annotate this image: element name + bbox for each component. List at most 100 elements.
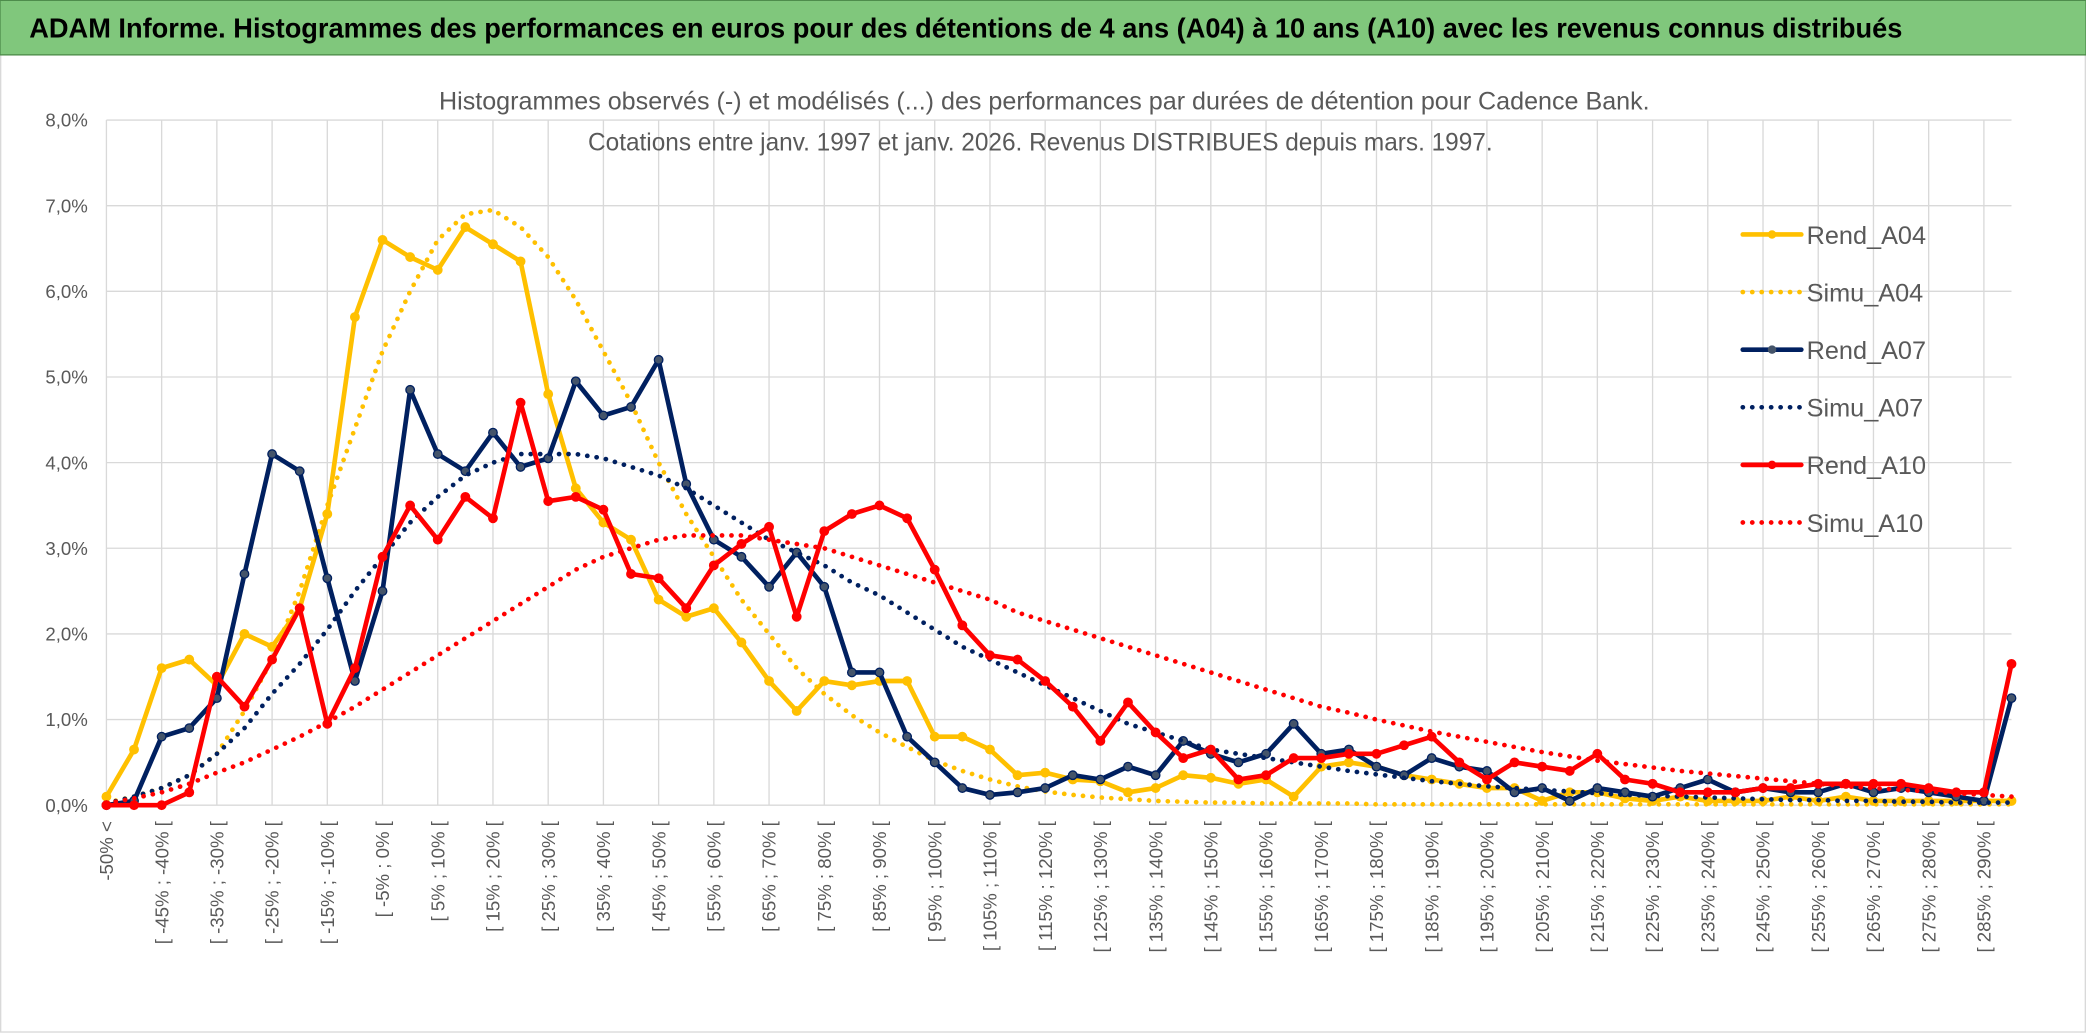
point <box>2006 693 2017 704</box>
point <box>1205 744 1216 755</box>
point <box>1592 783 1603 793</box>
point <box>985 650 995 661</box>
point <box>460 491 471 502</box>
point <box>1261 770 1271 781</box>
point <box>1150 783 1161 793</box>
x-tick-label: [ 15% ; 20% [ <box>483 820 504 932</box>
point <box>1205 772 1216 783</box>
point <box>957 731 968 742</box>
point <box>1592 748 1603 759</box>
legend-marker <box>1767 460 1777 470</box>
point <box>1758 783 1768 793</box>
x-tick-label: [ 165% ; 170% [ <box>1311 820 1332 952</box>
point <box>1123 787 1133 798</box>
x-tick-label: [ 45% ; 50% [ <box>648 820 669 932</box>
point <box>1481 766 1492 776</box>
point <box>129 744 139 755</box>
point <box>626 569 636 579</box>
point <box>377 235 388 245</box>
point <box>488 239 498 250</box>
legend-label: Simu_A04 <box>1807 279 1924 307</box>
legend-marker <box>1767 345 1777 354</box>
y-tick-label: 3,0% <box>45 538 87 559</box>
point <box>377 551 388 562</box>
x-tick-label: [ 205% ; 210% [ <box>1532 820 1553 952</box>
header-bar <box>0 0 2086 56</box>
point <box>598 504 609 515</box>
series-line <box>104 400 2014 808</box>
x-tick-label: [ 225% ; 230% [ <box>1642 820 1663 952</box>
point <box>626 534 636 545</box>
point <box>985 744 995 755</box>
x-tick-label: [ 5% ; 10% [ <box>427 820 448 921</box>
point <box>129 800 139 811</box>
point <box>488 427 498 438</box>
point <box>294 603 305 614</box>
point <box>1647 778 1658 789</box>
point <box>985 789 995 800</box>
point <box>598 410 609 421</box>
point <box>156 800 167 811</box>
point <box>1813 787 1824 798</box>
legend-label: Simu_A07 <box>1807 395 1924 423</box>
x-tick-label: [ 245% ; 250% [ <box>1753 820 1774 952</box>
point <box>1509 757 1520 768</box>
point <box>1343 757 1354 768</box>
point <box>846 667 857 678</box>
y-tick-label: 1,0% <box>45 709 87 730</box>
point <box>515 461 526 472</box>
point <box>1095 736 1106 746</box>
point <box>791 611 802 622</box>
x-tick-label: [ 175% ; 180% [ <box>1366 820 1387 952</box>
y-tick-label: 0,0% <box>45 795 87 816</box>
point <box>1785 783 1796 793</box>
point <box>1040 767 1051 778</box>
point <box>736 551 747 562</box>
point <box>1481 774 1492 785</box>
point <box>405 252 416 263</box>
point <box>570 491 581 502</box>
x-tick-label: [ 75% ; 80% [ <box>814 820 835 932</box>
point <box>1454 757 1465 768</box>
point <box>1426 753 1437 764</box>
point <box>184 723 195 734</box>
x-tick-label: [ 145% ; 150% [ <box>1200 820 1221 952</box>
point <box>156 731 167 742</box>
point <box>460 222 471 233</box>
point <box>1564 766 1575 776</box>
point <box>570 483 581 494</box>
point <box>1620 774 1630 785</box>
legend-marker <box>1767 230 1777 239</box>
x-tick-label: [ 155% ; 160% [ <box>1256 820 1277 952</box>
point <box>653 354 664 365</box>
y-tick-label: 7,0% <box>45 195 87 216</box>
point <box>1537 761 1548 772</box>
point <box>294 466 305 477</box>
point <box>929 564 940 575</box>
point <box>349 663 360 674</box>
x-tick-label: [ -35% ; -30% [ <box>207 820 228 944</box>
point <box>791 706 802 716</box>
x-tick-label: [ 115% ; 120% [ <box>1035 820 1056 951</box>
point <box>1123 697 1133 708</box>
point <box>653 573 664 584</box>
point <box>708 560 719 571</box>
x-tick-label: [ 195% ; 200% [ <box>1477 820 1498 952</box>
y-tick-label: 2,0% <box>45 624 87 645</box>
chart-subtitle: Cotations entre janv. 1997 et janv. 2026… <box>588 129 1493 157</box>
point <box>1896 778 1906 789</box>
point <box>902 513 913 524</box>
series-line <box>104 357 2014 808</box>
point <box>1012 770 1023 781</box>
x-tick-label: -50% < <box>96 821 117 880</box>
point <box>681 611 692 622</box>
x-tick-label: [ -5% ; 0% [ <box>372 820 393 917</box>
point <box>957 783 968 793</box>
point <box>570 376 581 387</box>
x-tick-label: [ 215% ; 220% [ <box>1587 820 1608 952</box>
x-tick-label: [ 135% ; 140% [ <box>1145 820 1166 952</box>
x-tick-label: [ 65% ; 70% [ <box>759 820 780 932</box>
point <box>846 509 857 519</box>
